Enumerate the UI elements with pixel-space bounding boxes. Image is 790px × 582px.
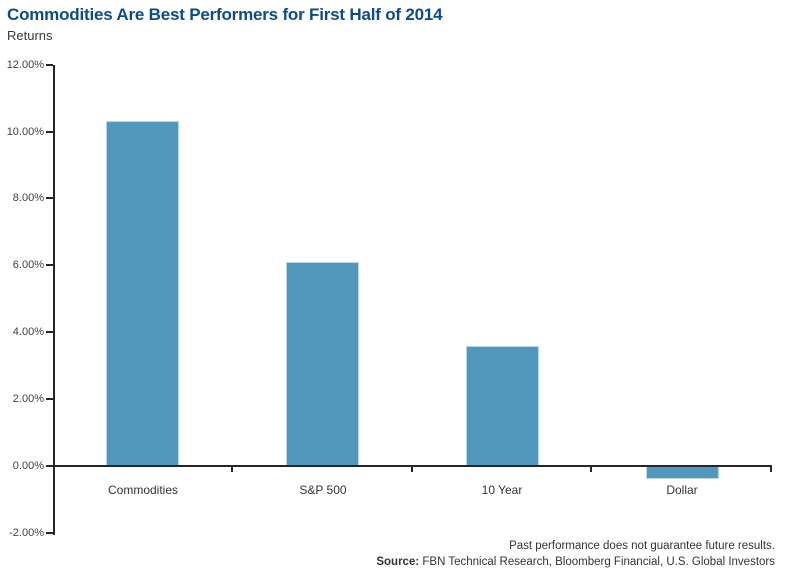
y-axis-tick-mark bbox=[46, 264, 53, 267]
disclaimer-text: Past performance does not guarantee futu… bbox=[509, 540, 775, 552]
x-axis-boundary-tick bbox=[230, 467, 233, 472]
y-axis-tick-mark bbox=[46, 197, 53, 200]
y-axis-tick-mark bbox=[46, 331, 53, 334]
source-label: Source: bbox=[376, 556, 420, 568]
category-label-commodities: Commodities bbox=[107, 483, 179, 497]
chart-title: Commodities Are Best Performers for Firs… bbox=[7, 5, 443, 24]
x-axis-boundary-tick bbox=[590, 467, 593, 472]
y-axis-tick-label: 6.00% bbox=[12, 259, 44, 272]
category-label-10-year: 10 Year bbox=[481, 483, 523, 497]
bar-10-year bbox=[466, 346, 539, 466]
bar-s-p-500 bbox=[286, 262, 359, 466]
source-text: FBN Technical Research, Bloomberg Financ… bbox=[419, 556, 775, 568]
x-axis-baseline bbox=[53, 465, 772, 467]
y-axis-tick-mark bbox=[46, 465, 53, 467]
y-axis-caption: Returns bbox=[7, 28, 53, 43]
y-axis-tick-mark bbox=[46, 531, 53, 534]
y-axis-tick-label: 4.00% bbox=[12, 326, 44, 339]
category-label-s-p-500: S&P 500 bbox=[299, 483, 347, 497]
y-axis-tick-label: 10.00% bbox=[6, 125, 44, 138]
y-axis-tick-label: 2.00% bbox=[12, 393, 44, 406]
y-axis-tick-label: 12.00% bbox=[6, 58, 44, 71]
y-axis-tick-label: -2.00% bbox=[9, 526, 44, 539]
category-label-dollar: Dollar bbox=[666, 483, 698, 497]
y-axis-tick-label: 8.00% bbox=[12, 192, 44, 205]
y-axis-tick-mark bbox=[46, 63, 53, 66]
y-axis-tick-mark bbox=[46, 398, 53, 401]
y-axis-tick-mark bbox=[46, 130, 53, 133]
y-axis-line bbox=[53, 64, 55, 535]
bar-dollar bbox=[646, 466, 719, 479]
y-axis-tick-label: 0.00% bbox=[12, 460, 44, 472]
source-line: Source: FBN Technical Research, Bloomber… bbox=[376, 556, 775, 568]
bar-commodities bbox=[106, 121, 179, 466]
x-axis-boundary-tick bbox=[770, 467, 772, 472]
x-axis-boundary-tick bbox=[410, 467, 413, 472]
